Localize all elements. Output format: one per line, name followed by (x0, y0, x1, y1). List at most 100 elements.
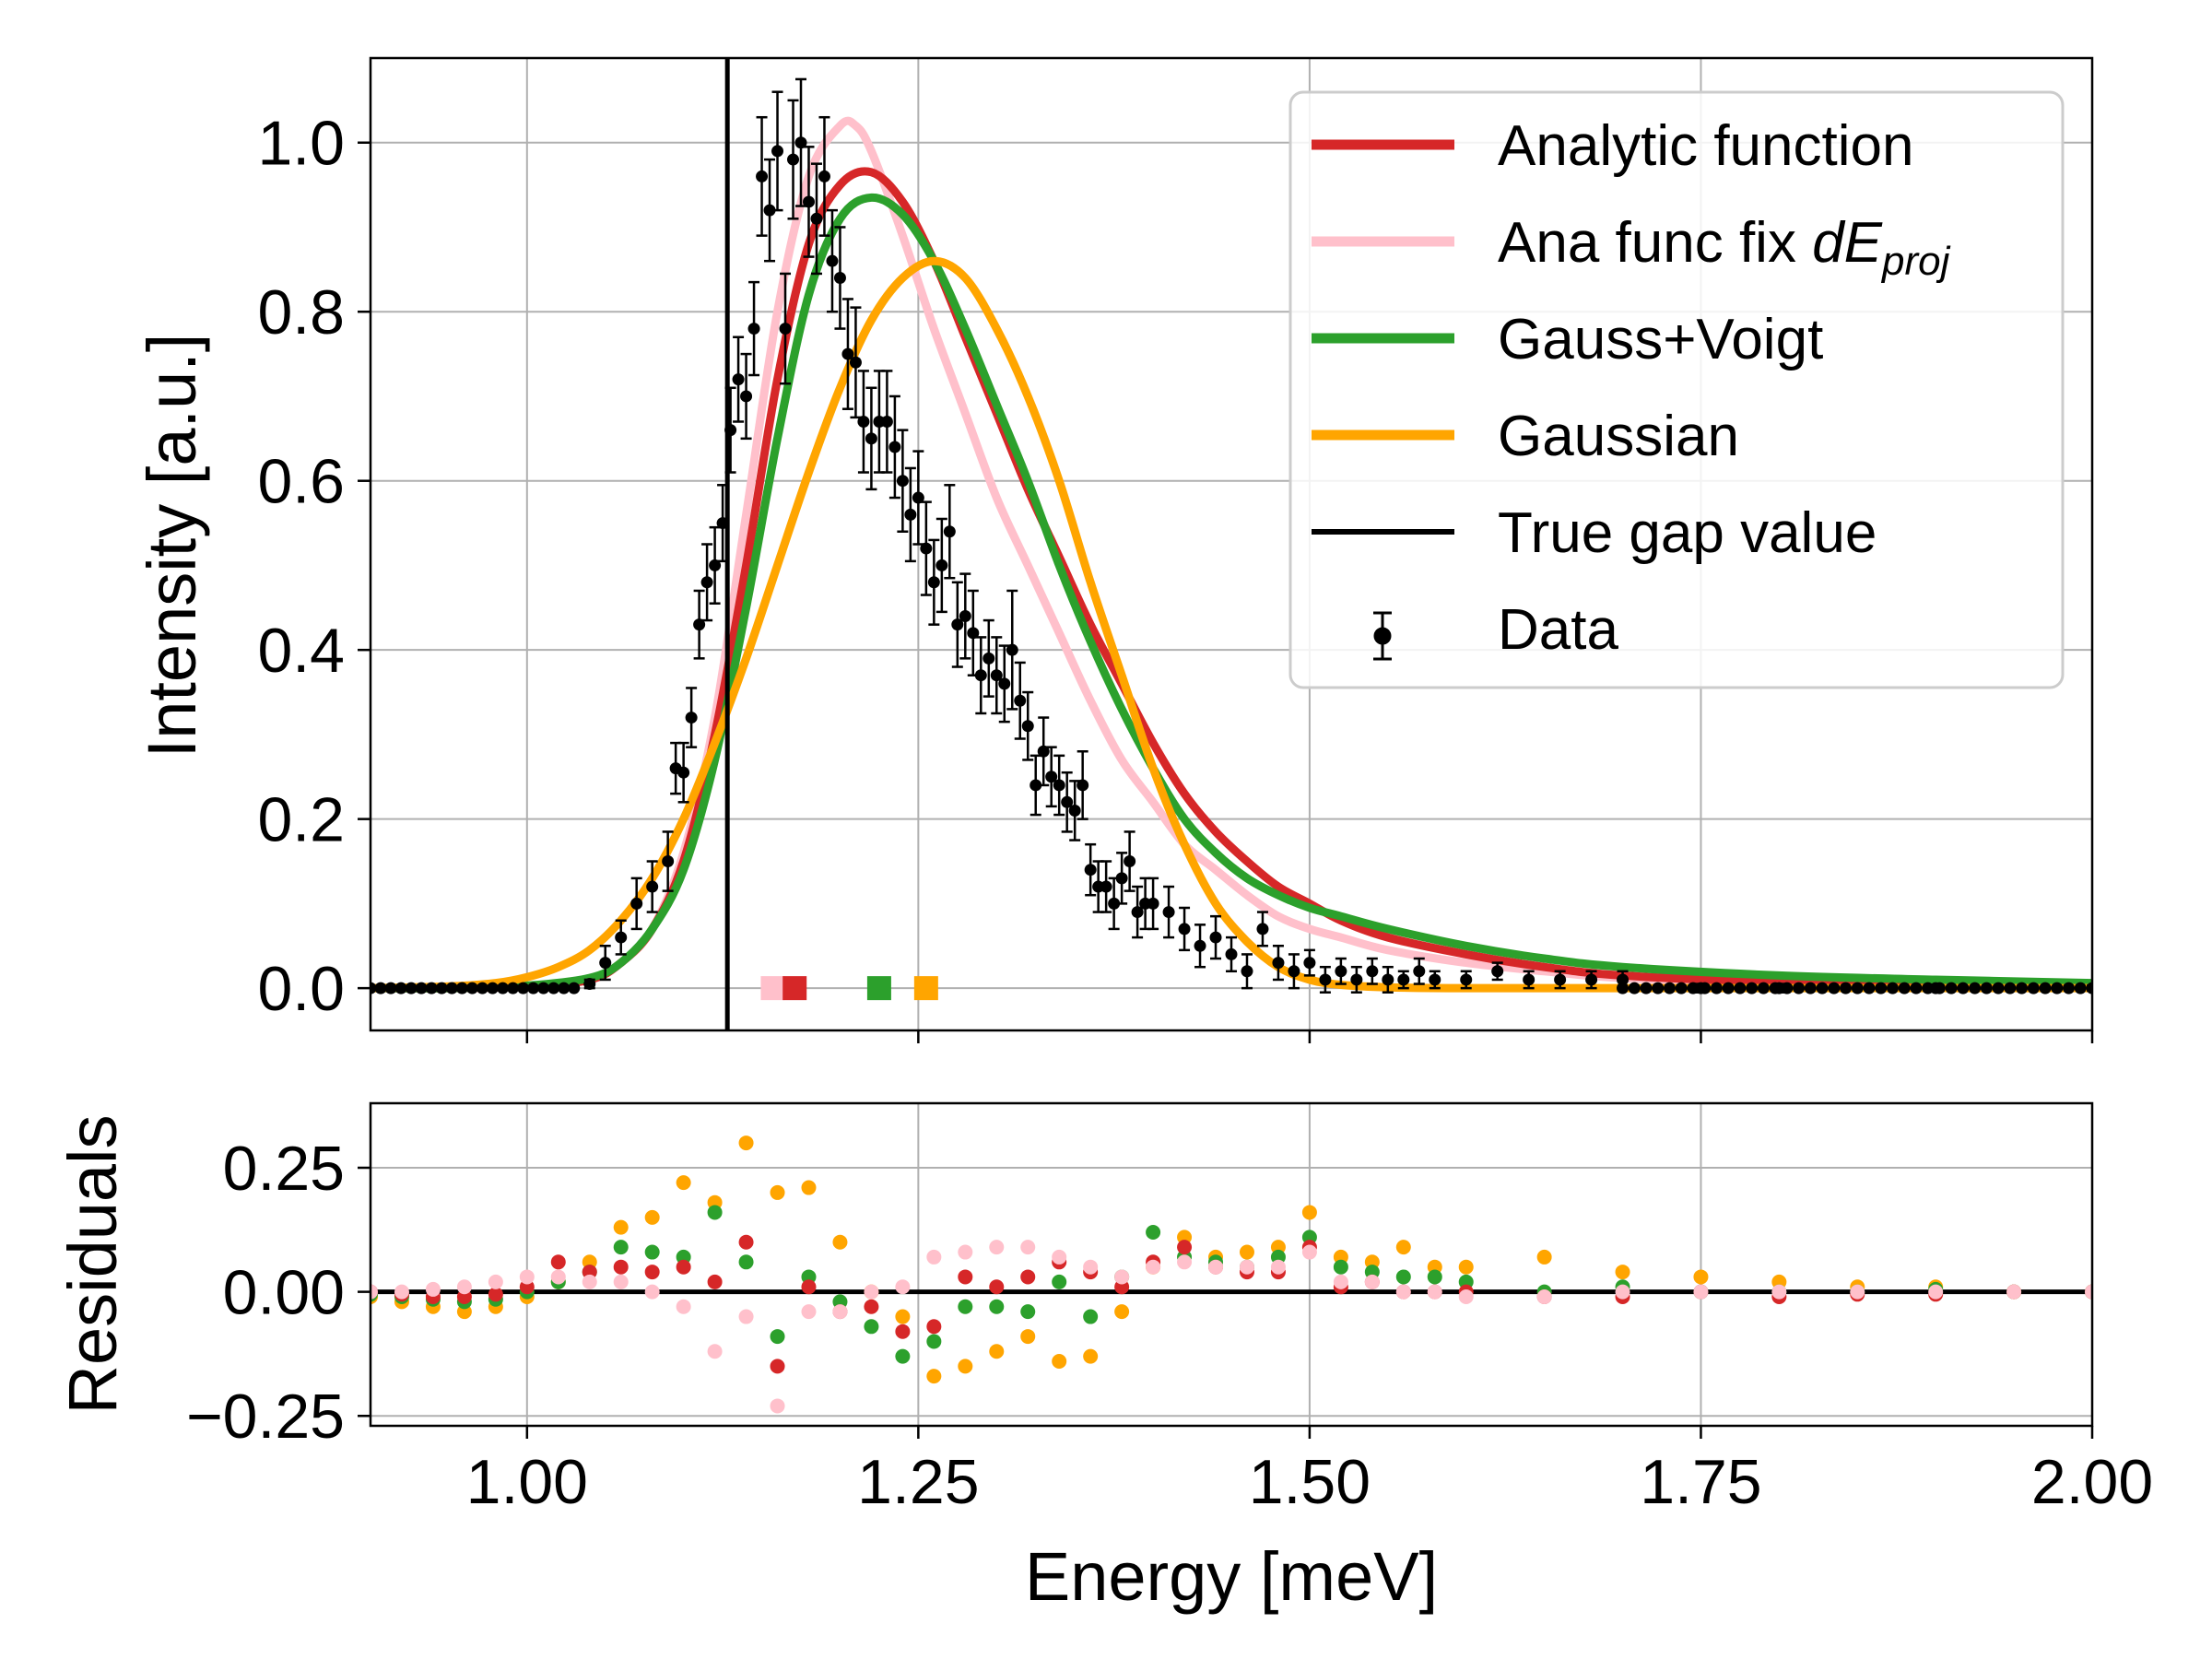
data-point-40 (935, 517, 948, 614)
data-point-79 (1335, 957, 1347, 985)
legend-label-true-gap: True gap value (1498, 501, 1877, 565)
data-point-37 (912, 450, 924, 546)
residual-gauss-10 (676, 1175, 691, 1191)
data-point-tail-30 (1969, 982, 1982, 994)
data-point-zero-15 (517, 982, 530, 994)
data-point-zero-4 (405, 982, 418, 994)
residual-gauss-13 (770, 1184, 785, 1200)
residual-anafix-39 (1771, 1284, 1787, 1300)
data-point-31 (865, 386, 877, 491)
residual-anafix-43 (2085, 1284, 2092, 1300)
data-point-72 (1225, 935, 1238, 973)
legend-label-data: Data (1498, 598, 1618, 662)
data-point-tail-34 (2016, 982, 2029, 994)
data-point-57 (1068, 780, 1081, 841)
data-point-tail-0 (1617, 982, 1630, 994)
residual-gv-19 (958, 1299, 973, 1314)
data-point-tail-2 (1640, 982, 1653, 994)
data-point-56 (1061, 771, 1074, 833)
residuals-y-axis-label: Residuals (54, 1115, 131, 1415)
data-point-20 (779, 272, 792, 385)
residual-anafix-2 (425, 1281, 441, 1297)
main-plot-panel: 0.0 0.2 0.4 0.6 0.8 1.0 Intensity [a.u.] Anal… (134, 56, 2094, 1043)
residual-anafix-33 (1395, 1284, 1411, 1300)
residual-analytic-18 (926, 1319, 942, 1335)
gap-markers (760, 976, 938, 1001)
residual-gauss-33 (1395, 1240, 1411, 1255)
data-point-0 (583, 978, 596, 991)
data-point-71 (1209, 914, 1222, 960)
residual-gv-16 (864, 1319, 879, 1335)
residual-gauss-9 (644, 1209, 660, 1225)
data-point-15 (740, 352, 753, 441)
data-point-1 (599, 945, 612, 982)
data-point-tail-12 (1757, 982, 1770, 994)
residual-gv-11 (707, 1205, 723, 1220)
data-point-14 (732, 335, 745, 423)
x-tick-label-1: 1.25 (857, 1447, 979, 1517)
residual-anafix-19 (958, 1244, 973, 1260)
residual-gv-8 (613, 1240, 629, 1255)
residual-gauss-15 (832, 1234, 848, 1250)
residual-gv-18 (926, 1334, 942, 1349)
legend-label-anafix-sub: proj (1880, 239, 1951, 284)
data-point-tail-36 (2039, 982, 2052, 994)
data-point-tail-14 (1781, 982, 1794, 994)
residual-anafix-27 (1208, 1259, 1224, 1275)
data-point-tail-11 (1746, 982, 1759, 994)
residual-anafix-36 (1536, 1289, 1552, 1304)
residual-gauss-20 (989, 1344, 1005, 1359)
data-point-77 (1303, 948, 1316, 977)
data-point-50 (1014, 661, 1027, 740)
residual-anafix-1 (394, 1284, 409, 1300)
residual-gauss-38 (1693, 1269, 1709, 1285)
data-point-tail-3 (1652, 982, 1665, 994)
data-point-24 (810, 162, 823, 276)
data-point-tail-13 (1769, 982, 1782, 994)
data-point-tail-15 (1793, 982, 1806, 994)
legend-swatch-data (1373, 611, 1392, 661)
residual-anafix-10 (676, 1299, 691, 1314)
residual-anafix-23 (1083, 1259, 1099, 1275)
data-point-51 (1021, 690, 1034, 761)
data-point-tail-16 (1804, 982, 1817, 994)
residual-gauss-19 (958, 1359, 973, 1374)
data-point-tail-1 (1628, 982, 1641, 994)
data-point-27 (833, 226, 846, 330)
residual-gauss-17 (895, 1309, 911, 1324)
data-point-89 (1554, 970, 1567, 990)
data-point-58 (1077, 750, 1089, 820)
data-point-zero-17 (537, 982, 550, 994)
data-point-zero-3 (394, 982, 407, 994)
residual-anafix-18 (926, 1249, 942, 1265)
residual-anafix-0 (371, 1284, 378, 1300)
data-point-2 (615, 919, 628, 956)
data-point-59 (1084, 842, 1097, 897)
x-tick-label-4: 2.00 (2031, 1447, 2153, 1517)
data-point-tail-18 (1828, 982, 1841, 994)
residual-analytic-9 (644, 1265, 660, 1280)
residual-analytic-6 (550, 1254, 566, 1270)
residual-anafix-17 (895, 1279, 911, 1295)
data-point-tail-33 (2004, 982, 2017, 994)
main-ytick-label-1: 0.2 (257, 785, 345, 855)
residual-analytic-21 (1020, 1269, 1036, 1285)
data-point-84 (1413, 957, 1426, 985)
residual-anafix-26 (1177, 1254, 1193, 1270)
residual-analytic-11 (707, 1274, 723, 1289)
data-point-tail-31 (1980, 982, 1993, 994)
data-point-tail-24 (1898, 982, 1911, 994)
data-point-75 (1272, 945, 1285, 982)
residual-gauss-8 (613, 1219, 629, 1235)
residual-gv-13 (770, 1329, 785, 1345)
data-point-48 (998, 644, 1011, 724)
data-point-63 (1115, 852, 1128, 905)
data-point-70 (1194, 924, 1206, 969)
residual-analytic-8 (613, 1259, 629, 1275)
data-point-85 (1429, 970, 1441, 990)
residual-gauss-21 (1020, 1329, 1036, 1345)
main-ytick-label-2: 0.4 (257, 616, 345, 686)
data-point-23 (802, 146, 815, 258)
residual-anafix-13 (770, 1398, 785, 1414)
data-point-35 (896, 429, 909, 533)
